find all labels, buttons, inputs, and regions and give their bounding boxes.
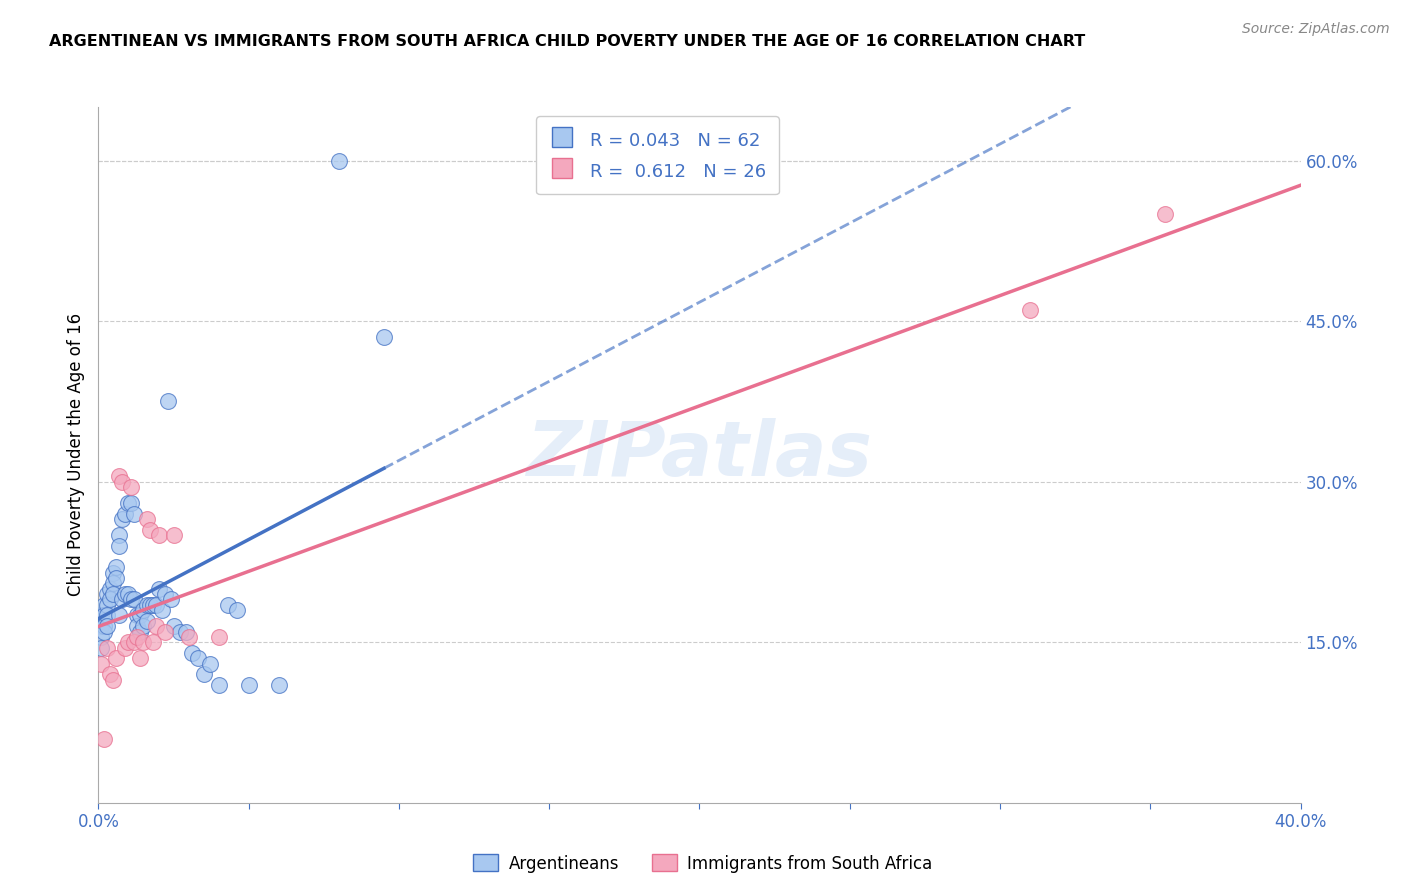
- Point: [108, 528, 131, 542]
- Point: [96, 640, 118, 655]
- Legend: R = 0.043   N = 62, R =  0.612   N = 26: R = 0.043 N = 62, R = 0.612 N = 26: [536, 116, 779, 194]
- Point: [148, 528, 170, 542]
- Point: [153, 587, 176, 601]
- Point: [90, 619, 112, 633]
- Point: [105, 651, 128, 665]
- Point: [150, 603, 173, 617]
- Point: [103, 576, 125, 591]
- Point: [208, 630, 231, 644]
- Point: [103, 587, 125, 601]
- Point: [141, 635, 163, 649]
- Point: [100, 667, 122, 681]
- Legend: Argentineans, Immigrants from South Africa: Argentineans, Immigrants from South Afri…: [467, 847, 939, 880]
- Point: [114, 640, 136, 655]
- Point: [93, 608, 115, 623]
- Point: [132, 635, 155, 649]
- Point: [121, 496, 143, 510]
- Point: [132, 603, 155, 617]
- Point: [135, 598, 157, 612]
- Point: [162, 619, 184, 633]
- Point: [153, 624, 176, 639]
- Point: [1019, 303, 1042, 318]
- Point: [127, 619, 149, 633]
- Text: ZIPatlas: ZIPatlas: [526, 418, 873, 491]
- Point: [124, 592, 146, 607]
- Point: [105, 560, 128, 574]
- Point: [105, 571, 128, 585]
- Point: [90, 657, 112, 671]
- Point: [145, 598, 167, 612]
- Point: [174, 624, 197, 639]
- Point: [124, 635, 146, 649]
- Point: [121, 592, 143, 607]
- Point: [100, 592, 122, 607]
- Point: [1154, 207, 1177, 221]
- Point: [127, 608, 149, 623]
- Point: [108, 539, 131, 553]
- Point: [193, 667, 215, 681]
- Point: [135, 614, 157, 628]
- Point: [135, 512, 157, 526]
- Point: [129, 651, 152, 665]
- Point: [90, 630, 112, 644]
- Point: [159, 592, 181, 607]
- Point: [162, 528, 184, 542]
- Point: [93, 619, 115, 633]
- Point: [114, 587, 136, 601]
- Point: [96, 608, 118, 623]
- Point: [156, 394, 179, 409]
- Point: [225, 603, 247, 617]
- Point: [93, 598, 115, 612]
- Point: [129, 624, 152, 639]
- Point: [117, 496, 139, 510]
- Point: [187, 651, 209, 665]
- Point: [238, 678, 260, 692]
- Point: [267, 678, 290, 692]
- Point: [141, 598, 163, 612]
- Point: [127, 630, 149, 644]
- Text: ARGENTINEAN VS IMMIGRANTS FROM SOUTH AFRICA CHILD POVERTY UNDER THE AGE OF 16 CO: ARGENTINEAN VS IMMIGRANTS FROM SOUTH AFR…: [49, 34, 1085, 49]
- Point: [90, 640, 112, 655]
- Point: [373, 330, 395, 344]
- Point: [96, 619, 118, 633]
- Point: [100, 582, 122, 596]
- Point: [132, 619, 155, 633]
- Point: [138, 523, 160, 537]
- Point: [180, 646, 202, 660]
- Point: [217, 598, 239, 612]
- Point: [117, 635, 139, 649]
- Point: [108, 608, 131, 623]
- Point: [93, 731, 115, 746]
- Y-axis label: Child Poverty Under the Age of 16: Child Poverty Under the Age of 16: [66, 313, 84, 597]
- Point: [93, 624, 115, 639]
- Point: [208, 678, 231, 692]
- Point: [111, 475, 134, 489]
- Point: [148, 582, 170, 596]
- Point: [117, 587, 139, 601]
- Point: [108, 469, 131, 483]
- Point: [328, 153, 350, 168]
- Point: [121, 480, 143, 494]
- Point: [96, 598, 118, 612]
- Point: [114, 507, 136, 521]
- Point: [90, 608, 112, 623]
- Point: [169, 624, 191, 639]
- Point: [138, 598, 160, 612]
- Text: Source: ZipAtlas.com: Source: ZipAtlas.com: [1241, 22, 1389, 37]
- Point: [96, 587, 118, 601]
- Point: [111, 512, 134, 526]
- Point: [145, 619, 167, 633]
- Point: [124, 507, 146, 521]
- Point: [198, 657, 221, 671]
- Point: [111, 592, 134, 607]
- Point: [129, 608, 152, 623]
- Point: [103, 673, 125, 687]
- Point: [103, 566, 125, 580]
- Point: [177, 630, 200, 644]
